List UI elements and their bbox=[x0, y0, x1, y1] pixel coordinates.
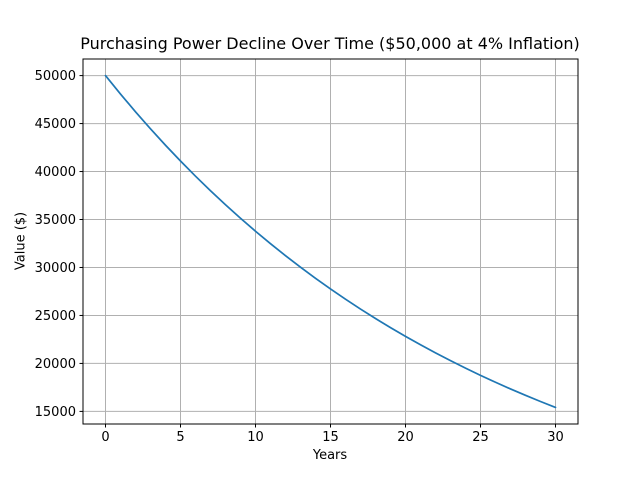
chart-title: Purchasing Power Decline Over Time ($50,… bbox=[80, 34, 580, 53]
y-tick-label: 50000 bbox=[35, 69, 76, 84]
y-tick-label: 40000 bbox=[35, 165, 76, 180]
y-axis-label: Value ($) bbox=[13, 211, 29, 271]
series-line-purchasing-power bbox=[104, 74, 557, 409]
y-tick-label: 35000 bbox=[35, 213, 76, 228]
x-tick-label: 15 bbox=[322, 430, 339, 445]
y-tick-label: 45000 bbox=[35, 117, 76, 132]
y-tick-label: 25000 bbox=[35, 309, 76, 324]
x-tick-label: 20 bbox=[397, 430, 414, 445]
x-axis-label: Years bbox=[312, 448, 348, 463]
y-tick-label: 20000 bbox=[35, 357, 76, 372]
x-tick-label: 10 bbox=[247, 430, 264, 445]
x-tick-label: 5 bbox=[176, 430, 184, 445]
x-tick-label: 0 bbox=[101, 430, 109, 445]
y-tick-label: 30000 bbox=[35, 261, 76, 276]
x-tick-label: 25 bbox=[472, 430, 489, 445]
x-tick-label: 30 bbox=[547, 430, 564, 445]
y-tick-label: 15000 bbox=[35, 405, 76, 420]
